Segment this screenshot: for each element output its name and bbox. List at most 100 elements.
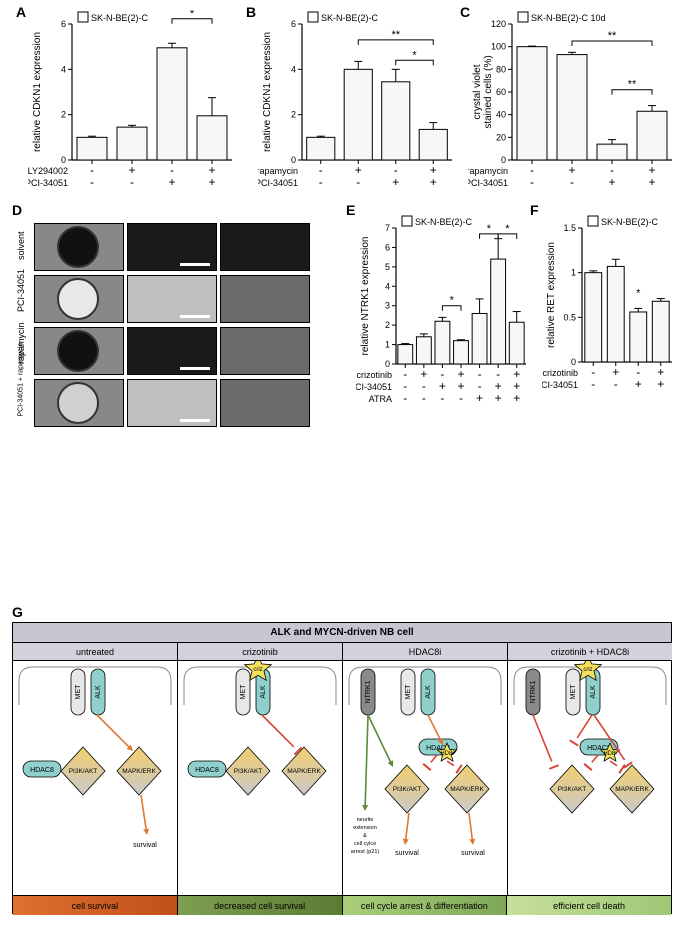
- d-row-label-0: solvent: [16, 234, 26, 260]
- svg-text:0: 0: [291, 155, 296, 165]
- svg-text:HD8i: HD8i: [603, 751, 616, 757]
- svg-text:survival: survival: [133, 842, 157, 849]
- svg-text:0: 0: [501, 155, 506, 165]
- svg-text:1: 1: [571, 268, 576, 278]
- svg-text:-: -: [403, 391, 407, 405]
- panel-label-g: G: [12, 604, 23, 620]
- svg-text:*: *: [190, 10, 195, 20]
- svg-text:6: 6: [61, 19, 66, 29]
- svg-text:-: -: [614, 377, 618, 391]
- svg-text:crystal violet: crystal violet: [472, 64, 483, 119]
- svg-text:PCI-34051: PCI-34051: [542, 380, 578, 390]
- chart-b: 0 2 4 6 relative CDKN1 expression SK-N-BE(2)-…: [258, 10, 458, 200]
- svg-text:1: 1: [385, 340, 390, 350]
- svg-text:MAPK/ERK: MAPK/ERK: [122, 768, 156, 775]
- g-title: ALK and MYCN-driven NB cell: [13, 623, 671, 643]
- svg-text:ALK: ALK: [260, 685, 267, 699]
- svg-text:PI3K/AKT: PI3K/AKT: [234, 768, 263, 775]
- chart-e: 01234567relative NTRK1 expressionSK-N-BE…: [356, 214, 532, 414]
- svg-text:MET: MET: [75, 684, 82, 700]
- svg-text:4: 4: [385, 281, 390, 291]
- svg-text:100: 100: [491, 42, 506, 52]
- svg-text:60: 60: [496, 87, 506, 97]
- svg-text:-: -: [570, 175, 574, 189]
- svg-text:MET: MET: [405, 684, 412, 700]
- svg-text:NTRK1: NTRK1: [365, 680, 372, 703]
- g-col-1: crizotinib MET ALK criz HDAC8 PI3K/AKT M…: [178, 643, 343, 895]
- svg-text:*: *: [636, 288, 641, 300]
- svg-text:PI3K/AKT: PI3K/AKT: [558, 786, 587, 793]
- svg-text:cell cylce: cell cylce: [354, 841, 376, 847]
- svg-text:-: -: [459, 391, 463, 405]
- svg-text:+: +: [430, 175, 437, 189]
- svg-text:PI3K/AKT: PI3K/AKT: [69, 768, 98, 775]
- svg-text:HDAC8: HDAC8: [30, 767, 54, 774]
- svg-text:-: -: [422, 391, 426, 405]
- svg-text:survival: survival: [461, 850, 485, 857]
- svg-text:SK-N-BE(2)-C: SK-N-BE(2)-C: [321, 13, 379, 23]
- chart-f: 00.511.5relative RET expressionSK-N-BE(2…: [542, 214, 678, 402]
- svg-text:0: 0: [571, 357, 576, 367]
- svg-text:MET: MET: [240, 684, 247, 700]
- svg-text:criz: criz: [583, 667, 592, 673]
- svg-text:LY294002: LY294002: [28, 166, 68, 176]
- svg-text:40: 40: [496, 110, 506, 120]
- svg-text:-: -: [319, 175, 323, 189]
- svg-text:*: *: [505, 223, 510, 235]
- svg-text:criz: criz: [253, 667, 262, 673]
- svg-text:+: +: [476, 391, 483, 405]
- svg-text:ALK: ALK: [590, 685, 597, 699]
- svg-text:+: +: [392, 175, 399, 189]
- svg-text:+: +: [513, 391, 520, 405]
- d-row-label-3: PCI-34051 + rapamycin: [18, 390, 25, 416]
- svg-text:MET: MET: [570, 684, 577, 700]
- svg-text:relative CDKN1 expression: relative CDKN1 expression: [262, 32, 273, 152]
- svg-text:0: 0: [61, 155, 66, 165]
- svg-text:extension: extension: [353, 825, 377, 831]
- svg-text:survival: survival: [395, 850, 419, 857]
- svg-text:-: -: [440, 391, 444, 405]
- svg-text:2: 2: [291, 110, 296, 120]
- svg-text:*: *: [450, 295, 455, 307]
- panel-label-d: D: [12, 202, 22, 218]
- svg-text:crizotinib: crizotinib: [356, 370, 392, 380]
- svg-text:120: 120: [491, 19, 506, 29]
- svg-text:**: **: [628, 79, 637, 91]
- g-col-3: crizotinib + HDAC8i MET ALK NTRK1 criz H…: [508, 643, 672, 895]
- svg-text:MAPK/ERK: MAPK/ERK: [287, 768, 321, 775]
- svg-text:6: 6: [385, 242, 390, 252]
- svg-text:-: -: [130, 175, 134, 189]
- svg-text:SK-N-BE(2)-C: SK-N-BE(2)-C: [91, 13, 149, 23]
- svg-text:HDAC8: HDAC8: [195, 767, 219, 774]
- svg-text:0.5: 0.5: [563, 312, 576, 322]
- panel-label-a: A: [16, 4, 26, 20]
- svg-text:PCI-34051: PCI-34051: [28, 178, 68, 188]
- panel-g-schematic: ALK and MYCN-driven NB cell untreated ME…: [12, 622, 672, 914]
- svg-text:4: 4: [291, 64, 296, 74]
- svg-text:relative CDKN1 expression: relative CDKN1 expression: [32, 32, 43, 152]
- g-col-2: HDAC8i MET ALK NTRK1 HDAC8 HD8i PI3K/AKT…: [343, 643, 508, 895]
- svg-text:-: -: [591, 377, 595, 391]
- svg-text:+: +: [208, 175, 215, 189]
- svg-text:+: +: [495, 391, 502, 405]
- svg-text:ALK: ALK: [95, 685, 102, 699]
- svg-text:relative NTRK1 expression: relative NTRK1 expression: [360, 237, 371, 356]
- svg-text:4: 4: [61, 64, 66, 74]
- svg-text:+: +: [168, 175, 175, 189]
- svg-text:MAPK/ERK: MAPK/ERK: [450, 786, 484, 793]
- chart-a: 0246relative CDKN1 expressionSK-N-BE(2)-…: [28, 10, 238, 200]
- svg-text:crizotinib: crizotinib: [542, 368, 578, 378]
- svg-text:&: &: [363, 833, 367, 839]
- svg-text:neurite: neurite: [357, 817, 374, 823]
- svg-text:SK-N-BE(2)-C 10d: SK-N-BE(2)-C 10d: [531, 13, 606, 23]
- svg-text:*: *: [487, 223, 492, 235]
- svg-text:HD8i: HD8i: [440, 751, 453, 757]
- svg-text:20: 20: [496, 132, 506, 142]
- svg-text:rapamycin: rapamycin: [468, 166, 508, 176]
- panel-d-grid: solvent PCI-34051 rapamycin PCI-34051 + …: [8, 222, 328, 442]
- svg-text:**: **: [608, 30, 617, 42]
- svg-text:6: 6: [291, 19, 296, 29]
- svg-text:1.5: 1.5: [563, 223, 576, 233]
- svg-text:+: +: [608, 175, 615, 189]
- svg-text:5: 5: [385, 262, 390, 272]
